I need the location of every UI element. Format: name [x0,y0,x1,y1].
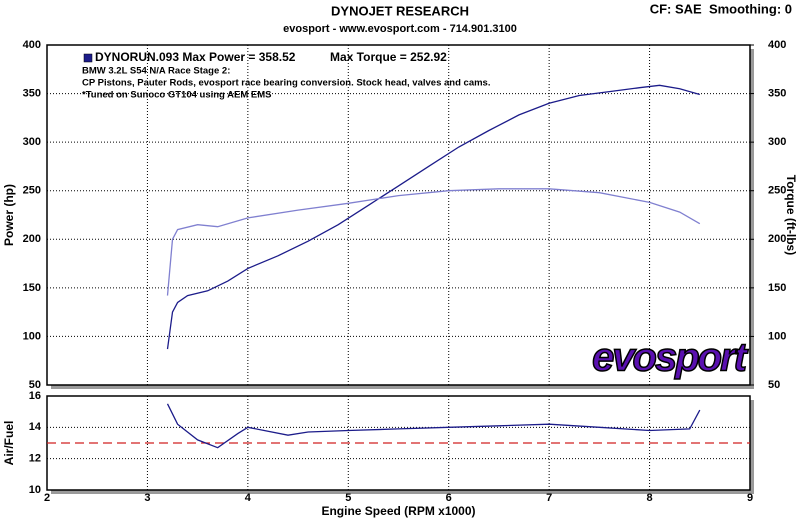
x-tick-label: 4 [245,492,252,504]
legend-swatch [83,53,93,63]
y2-tick-label: 400 [768,39,786,51]
x-axis-label: Engine Speed (RPM x1000) [321,504,475,518]
x-tick-label: 8 [647,492,653,504]
y-tick-label: 300 [23,136,41,148]
y-tick-label: 16 [29,390,41,402]
y2-tick-label: 150 [768,282,786,294]
x-tick-label: 7 [546,492,552,504]
annotation: *Tuned on Sunoco GT104 using AEM EMS [82,90,271,101]
series-line [166,84,700,350]
series-line [166,403,701,449]
x-tick-label: 5 [345,492,351,504]
annotation: BMW 3.2L S54 N/A Race Stage 2: [82,66,230,77]
x-tick-label: 2 [44,492,50,504]
y-tick-label: 100 [23,330,41,342]
annotation: Max Torque = 252.92 [330,50,447,64]
annotation: CP Pistons, Pauter Rods, evosport race b… [82,78,490,89]
y-tick-label: 350 [23,87,41,99]
y-tick-label: 400 [23,39,41,51]
x-tick-label: 6 [446,492,452,504]
y2-tick-label: 50 [768,379,780,391]
logo: evosport [592,336,749,380]
title: DYNOJET RESEARCH [331,3,469,18]
x-tick-label: 3 [144,492,150,504]
y2-tick-label: 300 [768,136,786,148]
subtitle: evosport - www.evosport.com - 714.901.31… [283,23,517,35]
y-tick-label: 10 [29,484,41,496]
x-tick-label: 9 [747,492,753,504]
y-tick-label: 12 [29,453,41,465]
y-axis-label: Power (hp) [2,184,16,246]
y2-axis-label: Torque (ft-lbs) [784,175,798,255]
plot-area [46,44,751,386]
y2-tick-label: 100 [768,330,786,342]
settings: CF: SAE Smoothing: 0 [650,1,792,16]
y-tick-label: 200 [23,233,41,245]
y-tick-label: 150 [23,282,41,294]
y-tick-label: 50 [29,379,41,391]
y-axis-label: Air/Fuel [2,421,16,466]
y2-tick-label: 200 [768,233,786,245]
y2-tick-label: 250 [768,185,786,197]
y-tick-label: 250 [23,185,41,197]
annotation: DYNORUN.093 Max Power = 358.52 [95,50,296,64]
y-tick-label: 14 [29,421,42,433]
series-line [166,188,701,296]
y2-tick-label: 350 [768,87,786,99]
